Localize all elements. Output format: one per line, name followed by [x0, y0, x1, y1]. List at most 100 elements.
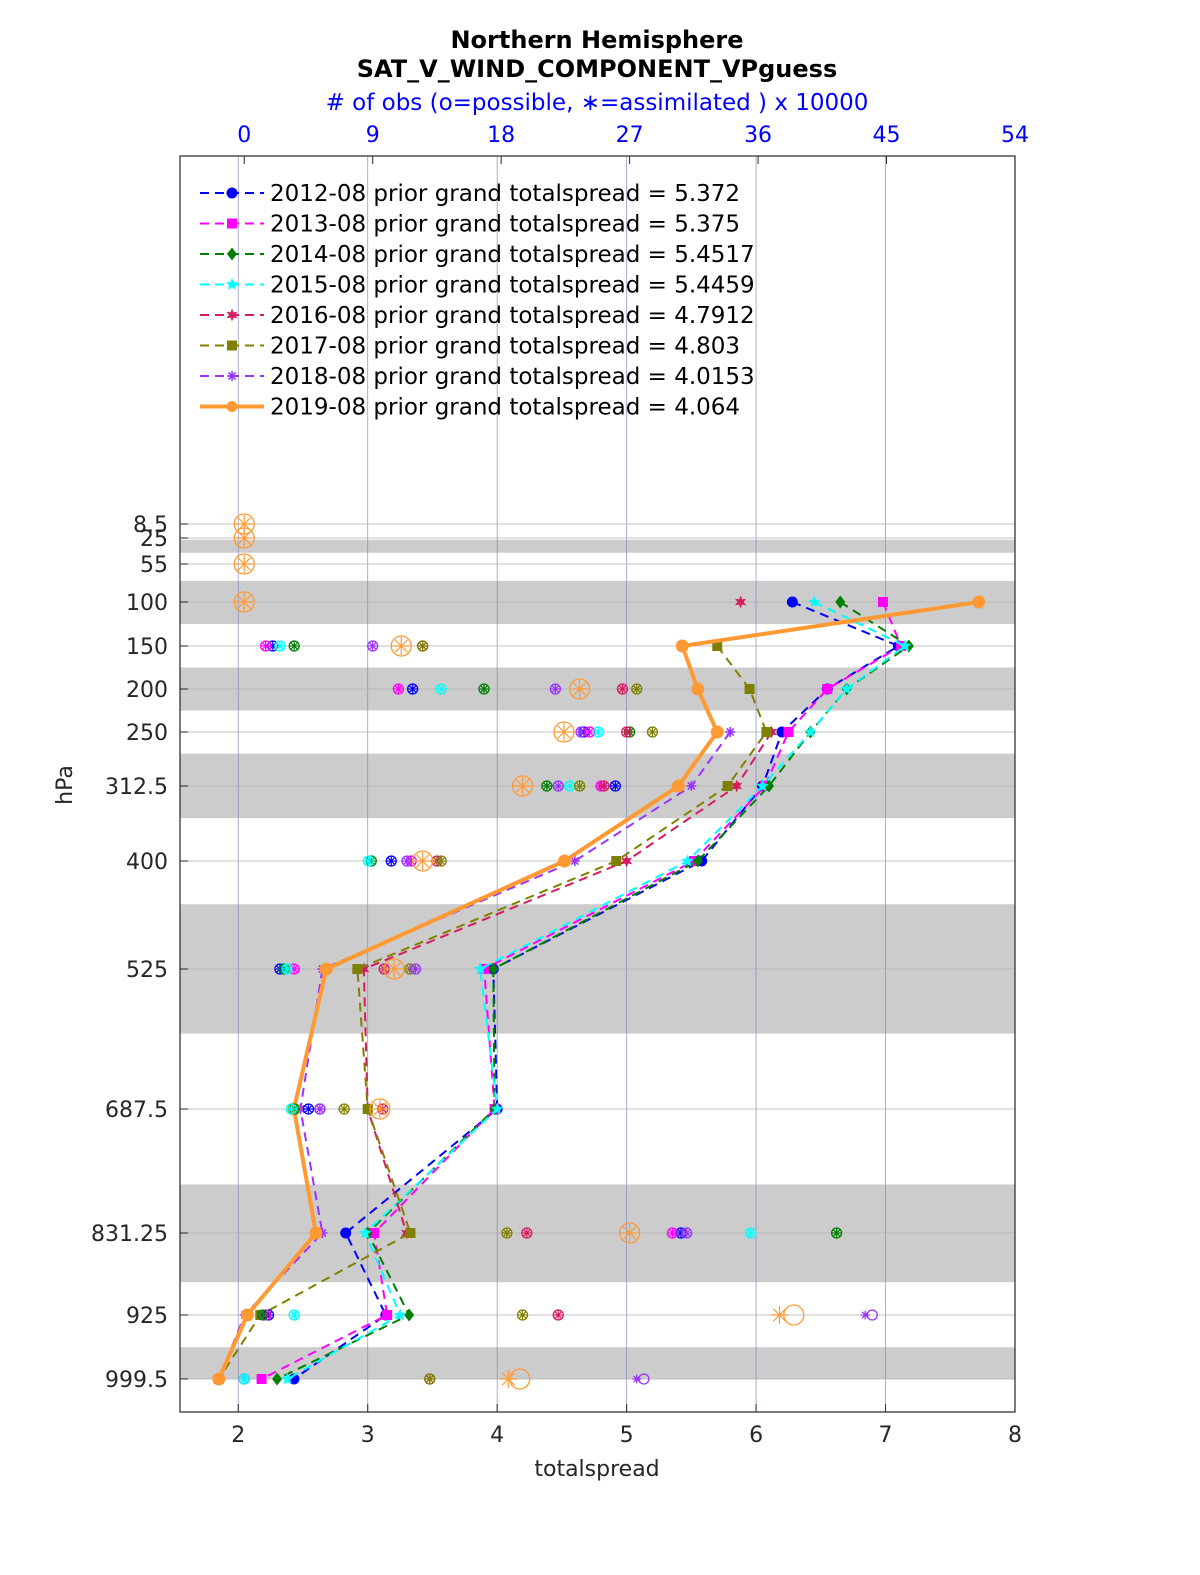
obs-possible-marker	[233, 527, 255, 549]
series-lines	[212, 595, 986, 1386]
obs-assimilated-stroke	[648, 728, 657, 736]
obs-marker	[288, 640, 300, 652]
obs-marker	[233, 591, 255, 613]
obs-assimilated-stroke	[480, 685, 488, 693]
obs-marker	[274, 640, 286, 652]
obs-marker	[574, 780, 586, 792]
x-tick-label: 4	[490, 1423, 504, 1448]
obs-assimilated-stroke	[572, 682, 587, 696]
data-point	[621, 854, 633, 868]
marker-shape	[358, 962, 370, 976]
obs-marker	[314, 1103, 326, 1115]
obs-marker	[516, 1309, 529, 1321]
legend-label: 2012-08 prior grand totalspread = 5.372	[270, 181, 740, 207]
obs-marker	[369, 1098, 391, 1120]
obs-assimilated-stroke	[276, 642, 284, 650]
obs-possible-marker	[259, 640, 272, 652]
obs-assimilated-marker	[479, 684, 489, 694]
obs-possible-marker	[552, 1309, 564, 1321]
obs-assimilated-marker	[393, 684, 403, 694]
obs-assimilated-marker	[239, 1374, 249, 1384]
obs-assimilated-stroke	[394, 685, 402, 693]
marker-shape	[671, 779, 685, 793]
marker-shape	[362, 1104, 373, 1114]
obs-possible-marker	[424, 1373, 436, 1385]
y-tick-label: 925	[126, 1304, 168, 1329]
top-tick-label: 45	[873, 123, 901, 148]
obs-assimilated-stroke	[409, 685, 417, 693]
marker-shape	[272, 1372, 283, 1386]
data-point	[766, 725, 778, 739]
data-point	[681, 854, 694, 867]
series-8	[212, 595, 986, 1386]
legend-item: 2019-08 prior grand totalspread = 4.064	[200, 395, 740, 421]
marker-shape	[786, 596, 798, 608]
obs-assimilated-stroke	[283, 965, 291, 973]
obs-assimilated-marker	[235, 555, 254, 573]
marker-shape	[783, 727, 794, 737]
data-point	[804, 725, 817, 738]
legend-marker	[227, 247, 237, 261]
marker-shape	[227, 218, 237, 229]
obs-possible-marker	[392, 683, 405, 695]
marker-shape	[352, 964, 363, 974]
obs-marker	[385, 855, 397, 867]
marker-shape	[675, 639, 689, 653]
series-line	[362, 731, 773, 1234]
marker-shape	[972, 595, 986, 609]
series-7	[213, 727, 736, 1384]
data-point	[692, 854, 703, 868]
obs-possible-marker	[501, 1227, 513, 1239]
marker-shape	[621, 854, 633, 868]
marker-shape	[479, 964, 490, 974]
obs-possible-marker	[553, 721, 575, 743]
obs-assimilated-stroke	[772, 1308, 787, 1322]
obs-assimilated-stroke	[304, 1105, 313, 1113]
legend-marker	[227, 340, 237, 351]
x-axis-label: totalspread	[534, 1457, 659, 1482]
marker-shape	[491, 1102, 504, 1115]
marker-shape	[898, 639, 912, 652]
obs-marker	[745, 1227, 757, 1239]
obs-assimilated-marker	[667, 1228, 677, 1238]
marker-shape	[369, 1228, 380, 1238]
marker-shape	[681, 854, 694, 867]
obs-assimilated-marker	[436, 856, 446, 866]
obs-marker	[549, 683, 562, 695]
obs-assimilated-marker	[682, 1228, 692, 1238]
obs-possible-marker	[257, 1309, 269, 1321]
data-point	[393, 1308, 407, 1321]
obs-assimilated-marker	[593, 727, 603, 737]
obs-assimilated-stroke	[316, 1105, 324, 1113]
x-tick-label: 7	[879, 1423, 893, 1448]
marker-shape	[804, 725, 817, 738]
obs-possible-marker	[390, 635, 412, 657]
obs-assimilated-stroke	[668, 1229, 677, 1237]
data-point	[691, 682, 705, 696]
data-point	[671, 779, 685, 793]
y-axis-label: hPa	[53, 765, 78, 805]
legend-marker	[226, 308, 238, 322]
marker-shape	[226, 308, 238, 322]
y-tick-label: 8.5	[133, 513, 168, 538]
obs-assimilated-marker	[363, 856, 373, 866]
top-tick-label: 9	[366, 123, 380, 148]
obs-assimilated-stroke	[523, 1229, 531, 1237]
x-tick-label: 6	[749, 1423, 763, 1448]
marker-shape	[687, 781, 696, 791]
data-point	[340, 1227, 352, 1239]
marker-shape	[557, 854, 571, 868]
top-tick-label: 36	[744, 123, 772, 148]
obs-assimilated-marker	[418, 641, 428, 651]
data-point	[405, 1228, 416, 1238]
obs-marker	[646, 726, 659, 738]
marker-shape	[227, 371, 237, 381]
y-tick-label: 150	[126, 635, 168, 660]
obs-possible-marker	[238, 1373, 250, 1385]
marker-shape	[488, 962, 499, 976]
marker-shape	[227, 247, 237, 261]
level-band	[180, 539, 1015, 553]
obs-possible-marker	[511, 775, 534, 797]
obs-assimilated-marker	[282, 964, 292, 974]
obs-possible-marker	[666, 1227, 679, 1239]
